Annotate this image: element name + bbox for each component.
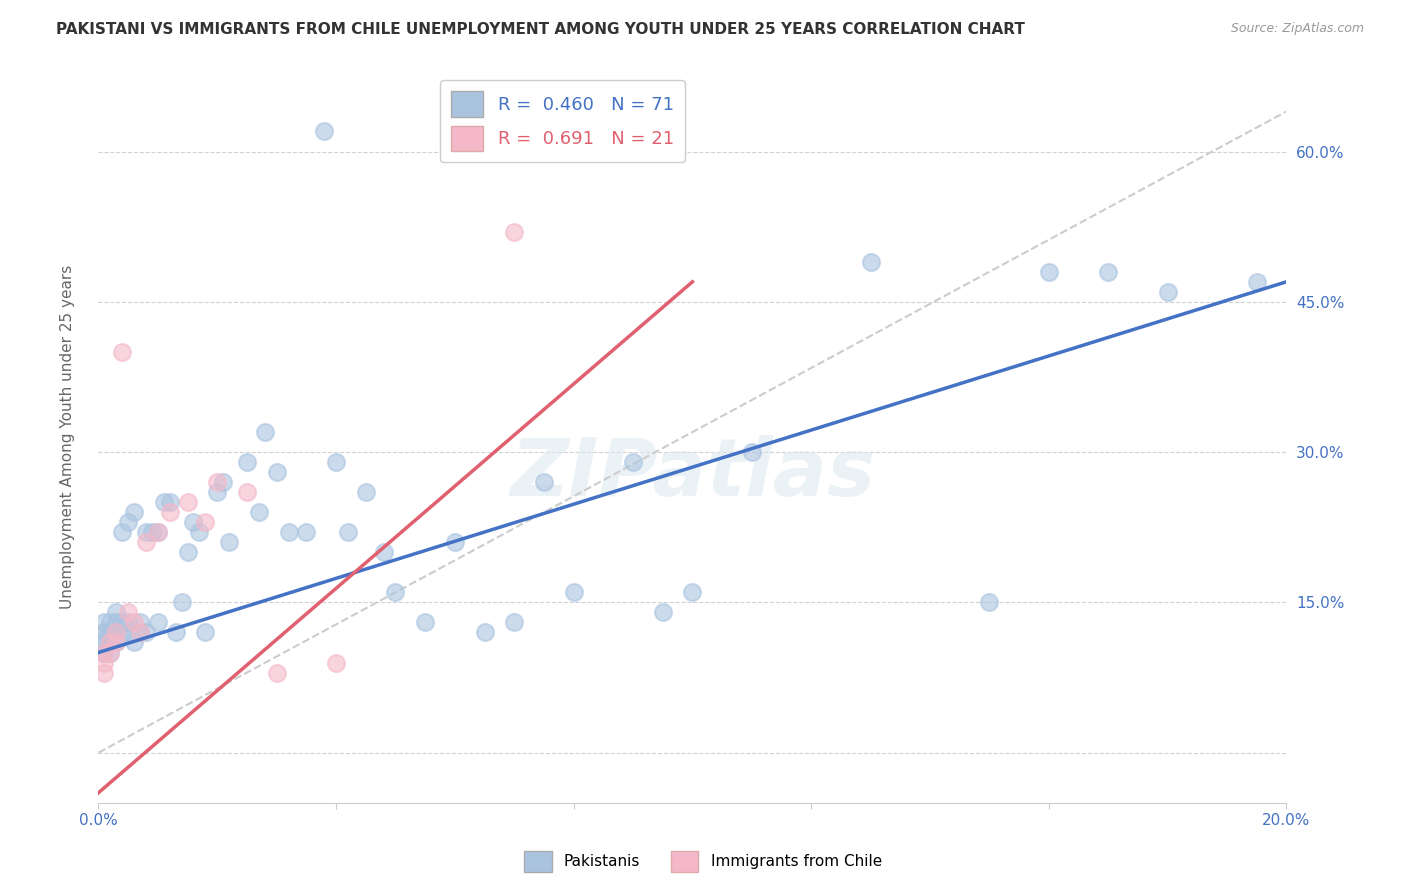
Point — [1038, 265, 1060, 279]
Point — [314, 124, 336, 138]
Point — [159, 505, 181, 519]
Point — [474, 625, 496, 640]
Point — [207, 485, 229, 500]
Point — [253, 425, 276, 439]
Point — [207, 475, 229, 490]
Point — [295, 525, 318, 540]
Point — [336, 525, 359, 540]
Point — [93, 635, 115, 649]
Point — [117, 625, 139, 640]
Point — [236, 485, 259, 500]
Point — [176, 545, 198, 559]
Point — [105, 635, 128, 649]
Legend: R =  0.460   N = 71, R =  0.691   N = 21: R = 0.460 N = 71, R = 0.691 N = 21 — [440, 80, 685, 162]
Point — [266, 465, 288, 479]
Point — [413, 615, 436, 630]
Point — [1156, 285, 1178, 299]
Point — [117, 615, 139, 630]
Point — [141, 525, 163, 540]
Point — [443, 535, 465, 549]
Point — [503, 225, 526, 239]
Point — [111, 625, 134, 640]
Point — [562, 585, 585, 599]
Point — [98, 625, 121, 640]
Point — [170, 595, 193, 609]
Point — [146, 525, 169, 540]
Point — [105, 615, 128, 630]
Point — [117, 515, 139, 529]
Point — [111, 615, 134, 630]
Point — [93, 635, 115, 649]
Point — [93, 646, 115, 660]
Point — [266, 665, 288, 680]
Point — [93, 625, 115, 640]
Point — [98, 635, 121, 649]
Point — [1097, 265, 1119, 279]
Point — [621, 455, 644, 469]
Point — [93, 646, 115, 660]
Point — [98, 615, 121, 630]
Point — [135, 625, 157, 640]
Text: ZIPatlas: ZIPatlas — [510, 434, 875, 513]
Point — [105, 635, 128, 649]
Point — [859, 254, 882, 268]
Point — [1246, 275, 1268, 289]
Point — [212, 475, 235, 490]
Point — [325, 455, 347, 469]
Point — [682, 585, 704, 599]
Point — [533, 475, 555, 490]
Point — [122, 505, 145, 519]
Text: Source: ZipAtlas.com: Source: ZipAtlas.com — [1230, 22, 1364, 36]
Point — [93, 646, 115, 660]
Point — [183, 515, 205, 529]
Point — [277, 525, 299, 540]
Point — [93, 656, 115, 670]
Point — [152, 495, 174, 509]
Point — [188, 525, 211, 540]
Point — [325, 656, 347, 670]
Point — [651, 606, 673, 620]
Point — [129, 625, 152, 640]
Point — [111, 345, 134, 359]
Point — [135, 535, 157, 549]
Point — [218, 535, 240, 549]
Point — [354, 485, 377, 500]
Point — [105, 625, 128, 640]
Point — [247, 505, 270, 519]
Point — [122, 615, 145, 630]
Point — [98, 646, 121, 660]
Point — [105, 606, 128, 620]
Point — [236, 455, 259, 469]
Point — [93, 625, 115, 640]
Point — [93, 646, 115, 660]
Point — [135, 525, 157, 540]
Point — [98, 646, 121, 660]
Y-axis label: Unemployment Among Youth under 25 years: Unemployment Among Youth under 25 years — [60, 265, 75, 609]
Point — [98, 635, 121, 649]
Point — [129, 615, 152, 630]
Point — [105, 625, 128, 640]
Point — [979, 595, 1001, 609]
Point — [159, 495, 181, 509]
Point — [146, 615, 169, 630]
Point — [176, 495, 198, 509]
Point — [741, 445, 763, 459]
Point — [98, 635, 121, 649]
Point — [194, 515, 217, 529]
Point — [384, 585, 406, 599]
Point — [373, 545, 395, 559]
Legend: Pakistanis, Immigrants from Chile: Pakistanis, Immigrants from Chile — [516, 843, 890, 880]
Point — [165, 625, 187, 640]
Point — [146, 525, 169, 540]
Point — [129, 625, 152, 640]
Point — [93, 665, 115, 680]
Point — [122, 635, 145, 649]
Point — [93, 615, 115, 630]
Point — [111, 525, 134, 540]
Point — [117, 606, 139, 620]
Point — [194, 625, 217, 640]
Text: PAKISTANI VS IMMIGRANTS FROM CHILE UNEMPLOYMENT AMONG YOUTH UNDER 25 YEARS CORRE: PAKISTANI VS IMMIGRANTS FROM CHILE UNEMP… — [56, 22, 1025, 37]
Point — [503, 615, 526, 630]
